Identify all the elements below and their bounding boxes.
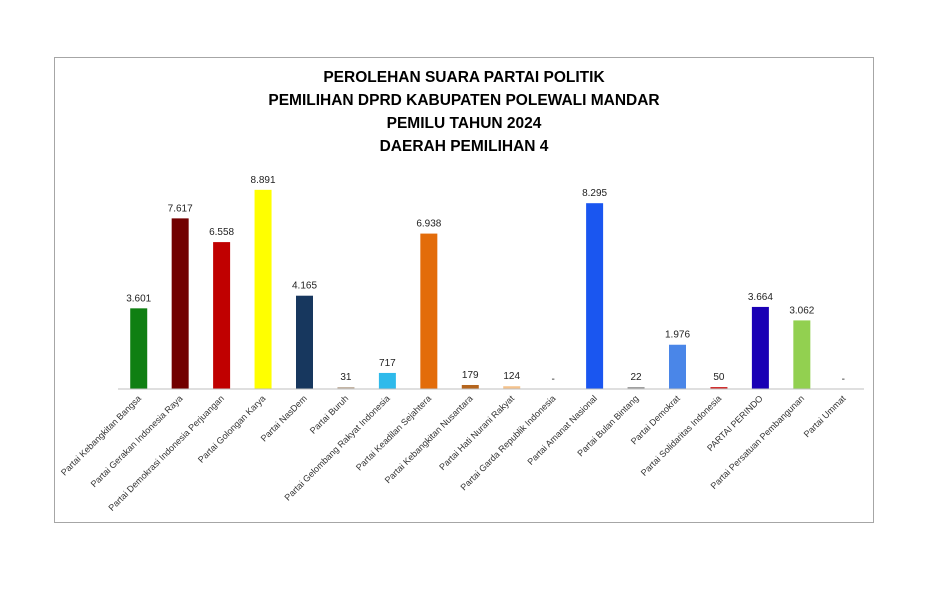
bar <box>627 387 645 389</box>
bar <box>296 295 313 389</box>
title-line-2: PEMILIHAN DPRD KABUPATEN POLEWALI MANDAR <box>268 92 660 109</box>
x-tick-label: Partai Hati Nurani Rakyat <box>437 393 516 472</box>
data-label: - <box>551 374 554 385</box>
bar <box>254 189 272 389</box>
data-label: 4.165 <box>292 281 317 292</box>
x-tick-label: Partai Keadilan Sejahtera <box>354 393 433 472</box>
bar <box>751 306 769 389</box>
bar <box>130 308 148 389</box>
data-label: 6.938 <box>416 219 441 230</box>
data-label: 7.617 <box>168 203 193 214</box>
x-tick-label: Partai Kebangkitan Bangsa <box>59 393 143 477</box>
data-label: 31 <box>340 372 352 383</box>
title-line-1: PEROLEHAN SUARA PARTAI POLITIK <box>323 69 605 86</box>
bar <box>669 344 686 389</box>
data-label: 1.976 <box>665 330 690 341</box>
bar <box>461 384 479 389</box>
x-tick-label: Partai Solidaritas Indonesia <box>639 393 724 478</box>
data-label: 8.295 <box>582 188 607 199</box>
data-label: 3.062 <box>789 305 814 316</box>
x-tick-label: Partai Persatuan Pembangunan <box>709 393 807 491</box>
x-tick-label: Partai Amanat Nasional <box>525 393 599 467</box>
x-tick-label: Partai Ummat <box>802 393 848 439</box>
chart-title: PEROLEHAN SUARA PARTAI POLITIK PEMILIHAN… <box>54 66 874 158</box>
title-line-3: PEMILU TAHUN 2024 <box>386 115 542 132</box>
data-label: 8.891 <box>251 175 276 186</box>
x-tick-label: Partai Buruh <box>308 393 350 435</box>
data-label: - <box>842 374 845 385</box>
title-line-4: DAERAH PEMILIHAN 4 <box>379 138 549 155</box>
data-label: 50 <box>713 372 725 383</box>
bar <box>793 320 811 389</box>
bar <box>503 386 521 389</box>
data-label: 717 <box>379 358 396 369</box>
bar <box>213 242 231 389</box>
data-label: 3.664 <box>748 292 773 303</box>
chart-frame <box>54 57 874 523</box>
bar <box>710 387 728 389</box>
x-tick-label: Partai Kebangkitan Nusantara <box>383 393 475 485</box>
bar <box>586 203 604 389</box>
data-label: 179 <box>462 370 479 381</box>
bar <box>378 372 396 389</box>
data-label: 124 <box>503 371 520 382</box>
bar <box>337 387 355 389</box>
bar <box>420 233 438 389</box>
bar <box>171 218 189 389</box>
x-tick-label: Partai Golongan Karya <box>196 393 267 464</box>
data-label: 3.601 <box>126 293 151 304</box>
data-label: 6.558 <box>209 227 234 238</box>
data-label: 22 <box>630 372 642 383</box>
